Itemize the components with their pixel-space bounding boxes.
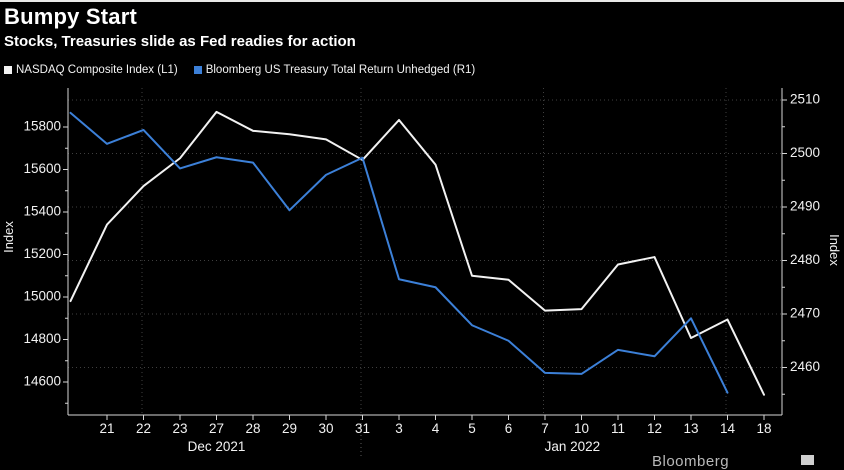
x-axis-tick-label: 13 [683,421,698,436]
month-label: Dec 2021 [188,439,246,454]
x-axis-tick-label: 27 [209,421,224,436]
month-label: Jan 2022 [545,439,601,454]
right-axis-tick-label: 2500 [790,145,820,160]
right-axis-tick-label: 2490 [790,199,820,214]
x-axis-tick-label: 14 [720,421,736,436]
chart-header: Bumpy Start Stocks, Treasuries slide as … [4,4,356,52]
legend-label-treasury: Bloomberg US Treasury Total Return Unhed… [205,64,476,76]
x-axis-tick-label: 30 [318,421,333,436]
right-axis-tick-label: 2510 [790,92,820,107]
page-subtitle: Stocks, Treasuries slide as Fed readies … [4,33,356,50]
legend-label-nasdaq: NASDAQ Composite Index (L1) [16,64,178,76]
right-axis-title: Index [827,234,842,266]
legend-item-nasdaq: NASDAQ Composite Index (L1) [4,64,178,76]
x-axis-tick-label: 12 [647,421,662,436]
left-axis-tick-label: 15200 [23,246,61,261]
nasdaq-line [69,110,765,396]
left-axis-tick-label: 15800 [23,119,61,134]
x-axis-tick-label: 11 [611,421,625,436]
x-axis-tick-label: 22 [136,421,151,436]
x-axis-tick-label: 31 [355,421,370,436]
x-axis-tick-label: 3 [395,421,403,436]
treasury-line [69,111,729,394]
top-edge-line [0,0,844,2]
x-axis-tick-label: 4 [432,421,440,436]
left-axis-tick-label: 15600 [23,161,61,176]
x-axis-tick-label: 7 [541,421,549,436]
bloomberg-logo-square-icon [801,455,814,465]
x-axis-tick-label: 23 [172,421,187,436]
treasury-swatch-icon [193,66,202,74]
x-axis-tick-label: 6 [505,421,513,436]
x-axis-tick-label: 5 [468,421,476,436]
right-axis-tick-label: 2470 [790,306,820,321]
legend-item-treasury: Bloomberg US Treasury Total Return Unhed… [193,64,476,76]
left-axis-tick-label: 14600 [23,374,61,389]
legend: NASDAQ Composite Index (L1) Bloomberg US… [4,64,475,76]
left-axis-tick-label: 15400 [23,204,61,219]
x-axis-tick-label: 18 [756,421,771,436]
x-axis-tick-label: 29 [282,421,297,436]
nasdaq-swatch-icon [4,66,12,74]
x-axis-tick-label: 21 [99,421,114,436]
left-axis-tick-label: 15000 [23,289,61,304]
left-axis-title: Index [1,221,16,253]
page-title: Bumpy Start [4,4,137,29]
x-axis-tick-label: 10 [574,421,589,436]
right-axis-tick-label: 2480 [790,252,820,267]
right-axis-tick-label: 2460 [790,359,820,374]
x-axis-tick-label: 28 [245,421,260,436]
left-axis-tick-label: 14800 [23,331,61,346]
